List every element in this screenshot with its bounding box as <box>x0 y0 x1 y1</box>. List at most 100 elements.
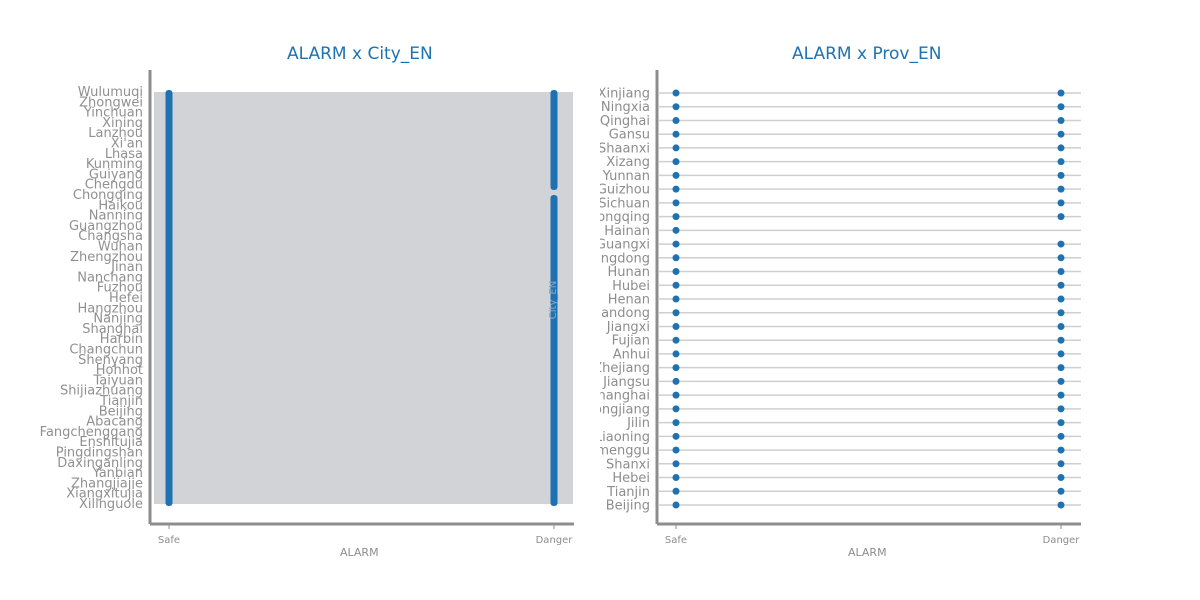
danger-point <box>1057 405 1065 413</box>
safe-point <box>672 226 680 234</box>
safe-point <box>672 171 680 179</box>
x-tick-label: Danger <box>1043 535 1081 546</box>
danger-point <box>1057 116 1065 124</box>
y-tick-label: Hubei <box>612 279 650 294</box>
danger-point <box>1057 199 1065 207</box>
y-tick-label: Xiangxitujia <box>66 487 143 502</box>
danger-point <box>1057 501 1065 509</box>
y-tick-label: Hebei <box>612 471 650 486</box>
danger-point <box>1057 295 1065 303</box>
y-tick-label: Harbin <box>100 332 143 347</box>
danger-point <box>1057 391 1065 399</box>
safe-point <box>672 103 680 111</box>
y-tick-label: Xining <box>102 116 143 131</box>
danger-point <box>1057 474 1065 482</box>
city-chart-svg: Safe Danger WulumuqiZhongweiYinchuanXining… <box>40 70 574 546</box>
y-tick-label: Xinjiang <box>600 87 650 102</box>
y-tick-label: Zhongwei <box>79 95 143 110</box>
safe-point <box>672 377 680 385</box>
prov-chart-title: ALARM x Prov_EN <box>792 44 942 64</box>
y-tick-label: Chongqing <box>73 188 143 203</box>
y-tick-label: Tianjin <box>99 394 143 409</box>
safe-point <box>672 144 680 152</box>
y-tick-label: Shandong <box>600 306 650 321</box>
safe-point <box>672 240 680 248</box>
y-tick-label: Yinchuan <box>83 106 143 121</box>
y-tick-label: Guangxi <box>600 238 650 253</box>
y-tick-label: Zhangjiajie <box>71 476 143 491</box>
grid-band <box>154 92 573 504</box>
y-tick-label: Changsha <box>78 229 143 244</box>
y-tick-label: Xilinguole <box>79 497 143 512</box>
y-tick-label: Ningxia <box>601 100 650 115</box>
y-tick-label: Abacang <box>86 415 143 430</box>
danger-point <box>1057 254 1065 262</box>
safe-point <box>672 130 680 138</box>
y-tick-label: Qinghai <box>600 114 650 129</box>
danger-point <box>1057 185 1065 193</box>
x-tick-label: Safe <box>158 535 180 546</box>
safe-point <box>672 309 680 317</box>
danger-point <box>1057 281 1065 289</box>
prov-chart-svg: Safe DangerXinjiangNingxiaQinghaiGansuSha… <box>600 70 1081 546</box>
safe-point <box>672 295 680 303</box>
y-tick-label: Guangdong <box>600 251 650 266</box>
y-tick-label: Hangzhou <box>78 301 144 316</box>
y-tick-label: Yanbian <box>92 466 143 481</box>
y-tick-label: Changchun <box>69 343 143 358</box>
y-tick-label: Guangzhou <box>69 219 143 234</box>
y-tick-label: Henan <box>608 293 650 308</box>
danger-point <box>1057 268 1065 276</box>
y-tick-label: Nanjing <box>93 312 143 327</box>
y-tick-label: Zhengzhou <box>70 250 143 265</box>
y-tick-label: Guizhou <box>600 183 650 198</box>
y-tick-label: Jiangxi <box>606 320 650 335</box>
safe-point <box>672 364 680 372</box>
danger-point <box>1057 460 1065 468</box>
danger-point <box>1057 89 1065 97</box>
city-chart-xlabel: ALARM <box>340 546 379 559</box>
y-tick-label: Shanxi <box>606 457 650 472</box>
safe-point <box>672 460 680 468</box>
y-tick-label: Haikou <box>98 198 143 213</box>
danger-point <box>1057 336 1065 344</box>
danger-marker-column-lower <box>550 195 558 506</box>
y-tick-label: Jiangsu <box>602 375 650 390</box>
safe-marker-column <box>165 90 173 506</box>
prov-chart-panel: ALARM x Prov_EN Safe Danger Xinjiang Ningxi… <box>600 0 1200 600</box>
y-axis-label: City_EN <box>548 281 559 319</box>
safe-point <box>672 254 680 262</box>
safe-point <box>672 487 680 495</box>
y-tick-label: Shaanxi <box>600 141 650 156</box>
y-tick-label: Daxinganling <box>57 456 143 471</box>
danger-marker-column-upper <box>550 90 558 190</box>
y-tick-label: Enshitujia <box>79 435 143 450</box>
danger-point <box>1057 309 1065 317</box>
y-tick-label: Nanchang <box>77 270 143 285</box>
safe-point <box>672 158 680 166</box>
safe-point <box>672 281 680 289</box>
y-tick-label: Hunan <box>608 265 650 280</box>
y-tick-label: Shanghai <box>600 389 650 404</box>
y-tick-label: Chongqing <box>600 210 650 225</box>
danger-point <box>1057 377 1065 385</box>
safe-point <box>672 213 680 221</box>
danger-point <box>1057 364 1065 372</box>
y-tick-label: Nanning <box>89 209 143 224</box>
y-tick-label: Lanzhou <box>88 126 143 141</box>
danger-point <box>1057 158 1065 166</box>
y-tick-label: Shenyang <box>78 353 143 368</box>
safe-point <box>672 322 680 330</box>
x-tick-label: Safe <box>665 535 687 546</box>
y-tick-label: Taiyuan <box>92 373 143 388</box>
danger-point <box>1057 487 1065 495</box>
danger-point <box>1057 322 1065 330</box>
y-tick-label: Hainan <box>604 224 650 239</box>
y-tick-label: Pingdingshan <box>56 446 143 461</box>
danger-point <box>1057 419 1065 427</box>
city-chart-title: ALARM x City_EN <box>287 44 433 64</box>
y-tick-label: Guiyang <box>89 167 143 182</box>
y-tick-label: Kunming <box>86 157 143 172</box>
y-tick-label: Fujian <box>612 334 650 349</box>
y-tick-label: Liaoning <box>600 430 650 445</box>
